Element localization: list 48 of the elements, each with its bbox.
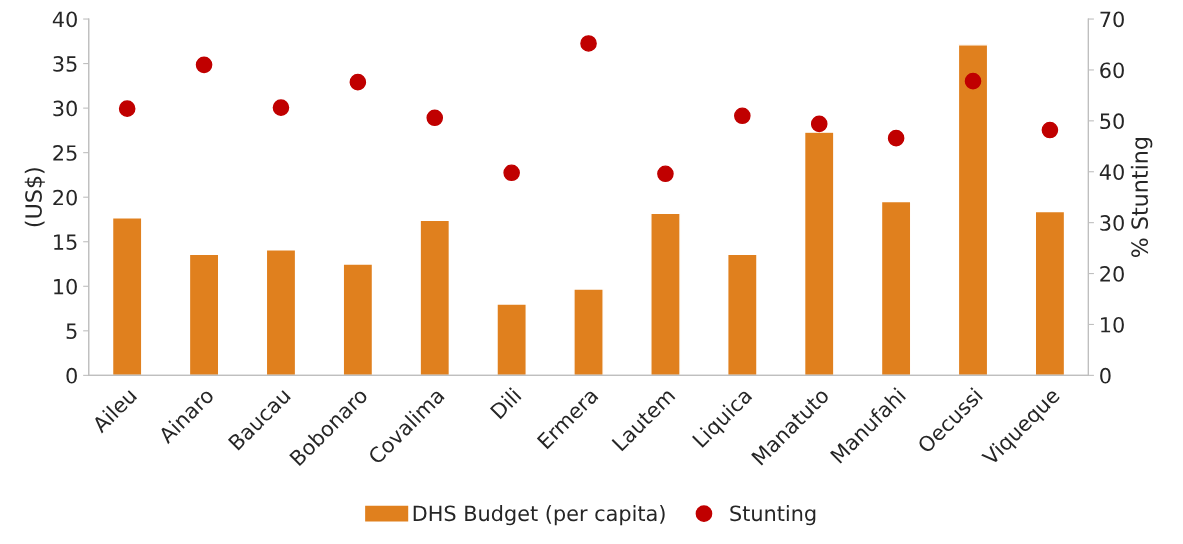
y2-tick-label: 70 xyxy=(1100,11,1124,28)
y2-tick-label: 10 xyxy=(1101,316,1124,333)
point xyxy=(195,56,213,74)
legend-label: Stunting xyxy=(730,505,816,526)
bar xyxy=(573,288,604,376)
y-axis-title: (US$) xyxy=(24,168,45,227)
x-tick-label: Dili xyxy=(489,387,522,420)
bar xyxy=(496,303,527,376)
point xyxy=(272,99,290,116)
bar xyxy=(111,216,143,376)
y-tick-label: 15 xyxy=(54,234,77,250)
bar xyxy=(342,263,374,376)
bar xyxy=(1034,210,1066,376)
y-tick-label: 35 xyxy=(53,56,77,72)
point xyxy=(657,165,674,183)
y-tick-label: 0 xyxy=(66,367,77,384)
point xyxy=(349,73,367,91)
point xyxy=(580,35,597,52)
y-tick-label: 30 xyxy=(53,100,77,117)
y2-tick-label: 0 xyxy=(1100,367,1111,384)
bar xyxy=(880,200,912,376)
legend-label: DHS Budget (per capita) xyxy=(413,505,665,526)
bar xyxy=(957,44,989,376)
bar xyxy=(188,253,220,376)
point xyxy=(426,109,444,127)
y-tick-label: 25 xyxy=(53,145,77,161)
point xyxy=(810,115,828,133)
y-tick-label: 40 xyxy=(52,11,77,28)
point xyxy=(964,72,982,90)
bar xyxy=(265,249,297,376)
y2-axis-title: % Stunting xyxy=(1130,138,1153,258)
point xyxy=(1041,121,1059,139)
y2-tick-label: 20 xyxy=(1100,266,1124,282)
bar xyxy=(803,131,835,376)
y2-tick-label: 40 xyxy=(1099,164,1124,180)
bar xyxy=(419,219,451,376)
y2-tick-label: 50 xyxy=(1100,113,1124,130)
point xyxy=(503,164,520,182)
y-tick-label: 20 xyxy=(53,189,77,206)
bar xyxy=(650,212,681,376)
y-tick-label: 5 xyxy=(66,323,77,340)
point xyxy=(118,100,136,117)
point xyxy=(734,107,751,125)
bar xyxy=(727,253,758,376)
y2-tick-label: 30 xyxy=(1100,215,1124,231)
y-tick-label: 10 xyxy=(54,278,77,295)
point xyxy=(887,129,905,147)
y2-tick-label: 60 xyxy=(1100,62,1124,79)
